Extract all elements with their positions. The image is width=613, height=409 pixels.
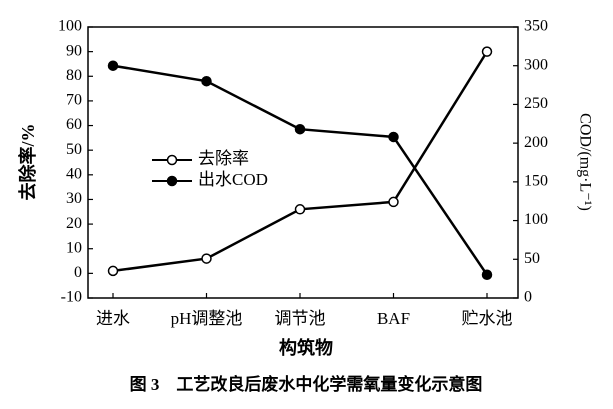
x-axis-label: 构筑物 (279, 337, 333, 358)
legend-marker (166, 154, 178, 166)
y2-tick-label: 200 (524, 134, 548, 151)
x-tick-label: 调节池 (275, 309, 326, 328)
y-tick-label: 10 (66, 239, 82, 256)
y2-axis-label: COD/(mg·L⁻¹) (576, 113, 593, 211)
legend-label: 出水COD (198, 170, 268, 189)
y2-tick-label: 100 (524, 211, 548, 228)
y2-tick-label: 0 (524, 289, 532, 306)
caption: 图 3 工艺改良后废水中化学需氧量变化示意图 (130, 374, 483, 394)
y-tick-label: -10 (61, 289, 82, 306)
y2-tick-label: 50 (524, 250, 540, 267)
series-marker (107, 265, 119, 277)
legend-marker (166, 175, 178, 187)
y-tick-label: 40 (66, 165, 82, 182)
series-marker (201, 75, 212, 87)
series-marker (388, 131, 399, 143)
y-tick-label: 50 (66, 141, 82, 158)
legend-label: 去除率 (198, 149, 249, 168)
y-tick-label: 70 (66, 92, 82, 109)
y-tick-label: 90 (66, 42, 82, 59)
y-tick-label: 60 (66, 116, 82, 133)
y-tick-label: 0 (74, 264, 82, 281)
series-marker (294, 204, 306, 215)
y2-tick-label: 350 (524, 18, 548, 35)
y-tick-label: 30 (66, 190, 82, 207)
x-tick-label: 进水 (96, 309, 130, 328)
series-line (112, 64, 489, 276)
series-marker (294, 123, 306, 135)
series-marker (388, 196, 399, 208)
series-marker (201, 253, 212, 264)
y-tick-label: 80 (66, 67, 82, 84)
series-marker (481, 269, 493, 281)
x-tick-label: 贮水池 (462, 309, 513, 328)
x-tick-label: pH调整池 (171, 309, 243, 328)
y-tick-label: 100 (58, 18, 82, 35)
y2-tick-label: 300 (524, 56, 548, 73)
y-tick-label: 20 (66, 215, 82, 232)
x-tick-label: BAF (377, 309, 410, 328)
y2-tick-label: 250 (524, 95, 548, 112)
series-marker (481, 46, 493, 57)
y-axis-label: 去除率/% (17, 123, 38, 200)
plot-frame (87, 26, 519, 299)
y2-tick-label: 150 (524, 173, 548, 190)
series-marker (107, 60, 119, 71)
